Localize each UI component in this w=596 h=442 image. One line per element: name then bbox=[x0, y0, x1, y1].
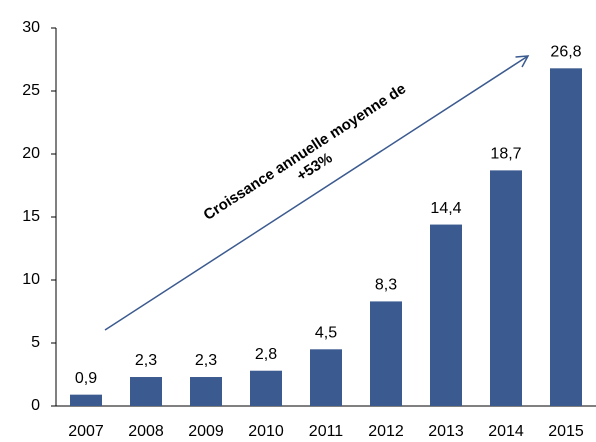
y-tick-label: 20 bbox=[22, 145, 40, 162]
x-tick-label: 2008 bbox=[128, 423, 164, 440]
value-label: 8,3 bbox=[375, 277, 397, 294]
bar bbox=[370, 301, 402, 406]
bar bbox=[430, 224, 462, 406]
value-label: 18,7 bbox=[490, 146, 521, 163]
x-tick-label: 2015 bbox=[548, 423, 584, 440]
bar bbox=[250, 370, 282, 406]
y-tick-label: 0 bbox=[31, 397, 40, 414]
value-label: 2,8 bbox=[255, 346, 277, 363]
x-tick-label: 2010 bbox=[248, 423, 284, 440]
y-tick-label: 30 bbox=[22, 19, 40, 36]
x-tick-label: 2012 bbox=[368, 423, 404, 440]
annotation-line: Croissance annuelle moyenne de bbox=[201, 80, 410, 224]
bar bbox=[130, 377, 162, 406]
y-tick-label: 5 bbox=[31, 334, 40, 351]
y-tick-label: 10 bbox=[22, 271, 40, 288]
x-tick-label: 2009 bbox=[188, 423, 224, 440]
value-label: 4,5 bbox=[315, 325, 337, 342]
x-tick-label: 2013 bbox=[428, 423, 464, 440]
x-tick-label: 2007 bbox=[68, 423, 104, 440]
bar bbox=[310, 349, 342, 406]
annotation: Croissance annuelle moyenne de +53% bbox=[201, 80, 410, 224]
value-label: 0,9 bbox=[75, 370, 97, 387]
x-tick-label: 2014 bbox=[488, 423, 524, 440]
y-tick-label: 15 bbox=[22, 208, 40, 225]
y-tick-label: 25 bbox=[22, 82, 40, 99]
bar bbox=[70, 394, 102, 406]
growth-arrow bbox=[104, 55, 530, 331]
bar bbox=[550, 68, 582, 406]
bar bbox=[190, 377, 222, 406]
value-label: 2,3 bbox=[135, 352, 157, 369]
x-tick-label: 2011 bbox=[309, 423, 344, 440]
bar bbox=[490, 170, 522, 406]
value-label: 14,4 bbox=[430, 200, 461, 217]
value-label: 26,8 bbox=[550, 44, 581, 61]
value-label: 2,3 bbox=[195, 352, 217, 369]
